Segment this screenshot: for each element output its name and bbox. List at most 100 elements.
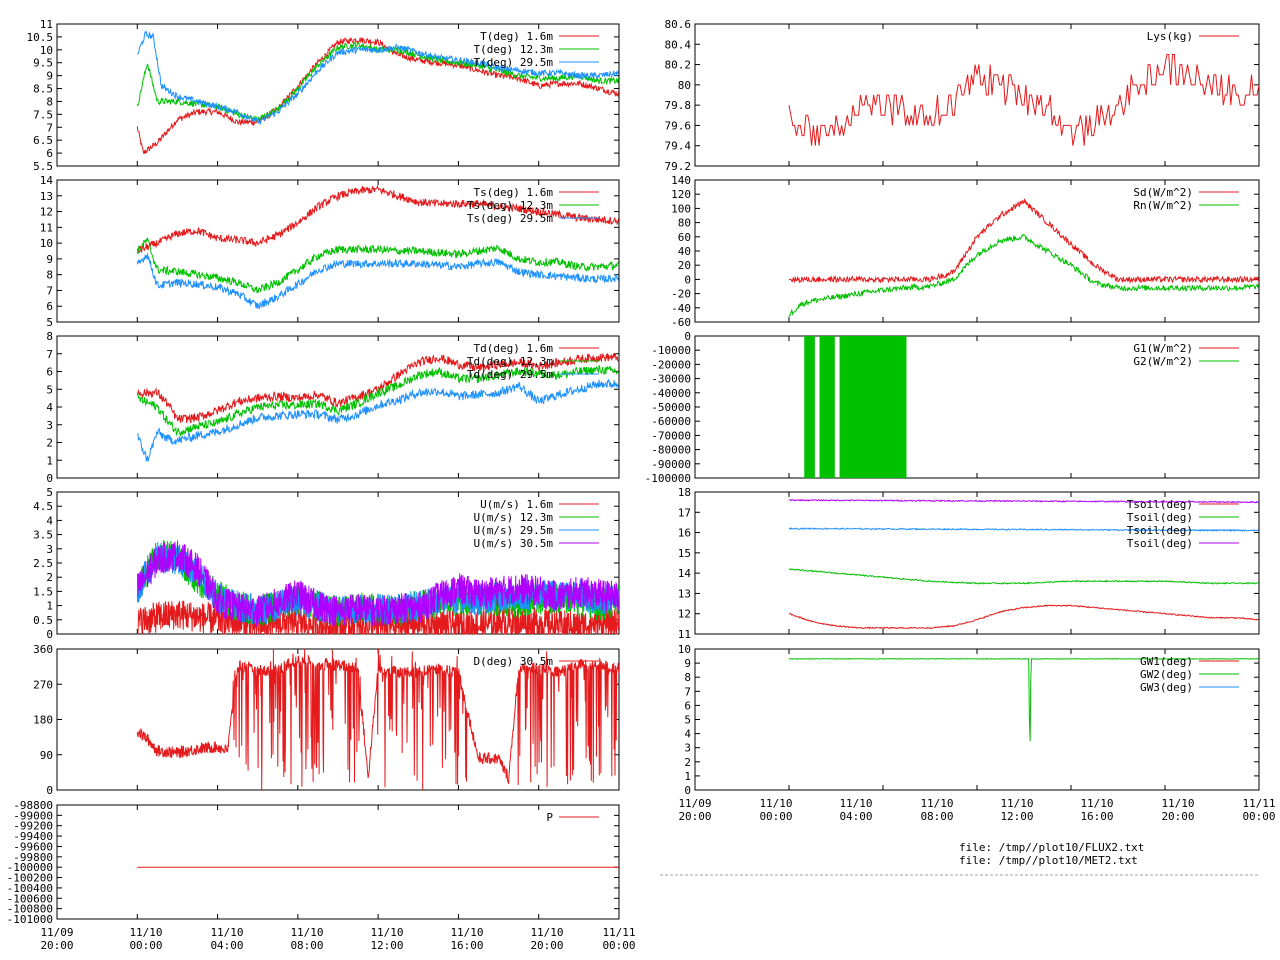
series-line-0 [788,197,1259,284]
spike-band [819,336,835,478]
series-line-0 [136,648,620,791]
y-tick-label: 90 [40,749,53,762]
legend-label: U(m/s) 29.5m [474,524,554,537]
y-tick-label: 360 [33,643,53,656]
series-line-0 [788,53,1260,146]
y-tick-label: 180 [33,714,53,727]
y-tick-label: 11 [40,18,53,31]
x-tick-label-time: 20:00 [1161,810,1194,823]
x-tick-label-date: 11/10 [759,797,792,810]
y-tick-label: 6 [684,699,691,712]
y-tick-label: 1 [684,770,691,783]
x-tick-label-date: 11/10 [1161,797,1194,810]
y-tick-label: -100600 [7,892,53,905]
y-tick-label: 10 [40,237,53,250]
legend-label: P [546,811,553,824]
y-tick-label: 0 [684,784,691,797]
y-tick-label: -98800 [13,799,53,812]
x-tick-label-date: 11/10 [290,926,323,939]
y-tick-label: -100000 [7,861,53,874]
series-line-1 [788,568,1259,585]
y-tick-label: -100400 [7,882,53,895]
legend-label: Td(deg) 1.6m [474,342,554,355]
y-tick-label: 79.4 [665,140,692,153]
y-tick-label: 79.2 [665,160,692,173]
plot-frame [694,23,1260,167]
y-tick-label: 4 [46,401,53,414]
y-tick-label: 8 [46,269,53,282]
y-tick-label: 0 [46,784,53,797]
y-tick-label: 14 [678,567,692,580]
y-tick-label: 10.5 [27,31,54,44]
legend-label: Td(deg) 29.5m [467,368,553,381]
y-tick-label: -60 [671,316,691,329]
y-tick-label: 7.5 [33,108,53,121]
x-tick-label-time: 00:00 [602,939,635,952]
y-tick-label: -99400 [13,830,53,843]
legend-label: T(deg) 12.3m [474,43,554,56]
y-tick-label: 4 [684,728,691,741]
series-line-2 [136,253,619,309]
y-tick-label: 9 [46,70,53,83]
x-tick-label-date: 11/10 [210,926,243,939]
y-tick-label: 1 [46,600,53,613]
y-tick-label: 6 [46,366,53,379]
legend-label: Ts(deg) 29.5m [467,212,553,225]
x-tick-label-date: 11/10 [129,926,162,939]
y-tick-label: 13 [678,587,691,600]
x-tick-label-time: 20:00 [678,810,711,823]
y-tick-label: 7 [46,348,53,361]
legend-label: GW2(deg) [1140,668,1193,681]
x-tick-label-time: 04:00 [839,810,872,823]
x-tick-label-date: 11/10 [450,926,483,939]
x-tick-label-time: 20:00 [40,939,73,952]
y-tick-label: 5 [684,714,691,727]
x-tick-label-date: 11/11 [602,926,635,939]
y-tick-label: 4 [46,514,53,527]
panel-soilflux: -100000-90000-80000-70000-60000-50000-40… [645,330,1260,485]
y-tick-label: 80 [678,79,691,92]
legend-label: Lys(kg) [1147,30,1193,43]
y-tick-label: 1 [46,454,53,467]
y-tick-label: 0 [46,628,53,641]
x-tick-label-time: 00:00 [759,810,792,823]
x-tick-label-time: 08:00 [290,939,323,952]
y-tick-label: 5.5 [33,160,53,173]
plot-frame [56,23,620,167]
y-tick-label: 15 [678,547,691,560]
legend-label: Tsoil(deg) [1127,524,1193,537]
x-tick-label-time: 16:00 [1080,810,1113,823]
y-tick-label: 2 [684,756,691,769]
y-tick-label: -30000 [651,373,691,386]
y-tick-label: -90000 [651,458,691,471]
y-tick-label: 3 [46,419,53,432]
legend-label: T(deg) 29.5m [474,56,554,69]
y-tick-label: 0.5 [33,614,53,627]
y-tick-label: 8 [46,330,53,343]
spike-band [839,336,907,478]
y-tick-label: 12 [678,608,691,621]
spike-band [804,336,815,478]
legend-label: Tsoil(deg) [1127,498,1193,511]
y-tick-label: 12 [40,206,53,219]
y-tick-label: -20 [671,288,691,301]
legend-label: GW3(deg) [1140,681,1193,694]
x-tick-label-date: 11/10 [370,926,403,939]
y-tick-label: -99600 [13,840,53,853]
plot-frame [56,179,620,323]
y-tick-label: 10 [678,643,691,656]
y-tick-label: -40000 [651,387,691,400]
y-tick-label: 7 [684,685,691,698]
y-tick-label: 80.6 [665,18,692,31]
y-tick-label: -80000 [651,444,691,457]
plot-frame [56,804,620,920]
x-tick-label-date: 11/11 [1242,797,1275,810]
y-tick-label: 3 [684,742,691,755]
panel-pressure: -101000-100800-100600-100400-100200-1000… [7,799,636,952]
series-line-1 [136,237,619,294]
y-tick-label: -50000 [651,401,691,414]
x-tick-label-time: 00:00 [1242,810,1275,823]
